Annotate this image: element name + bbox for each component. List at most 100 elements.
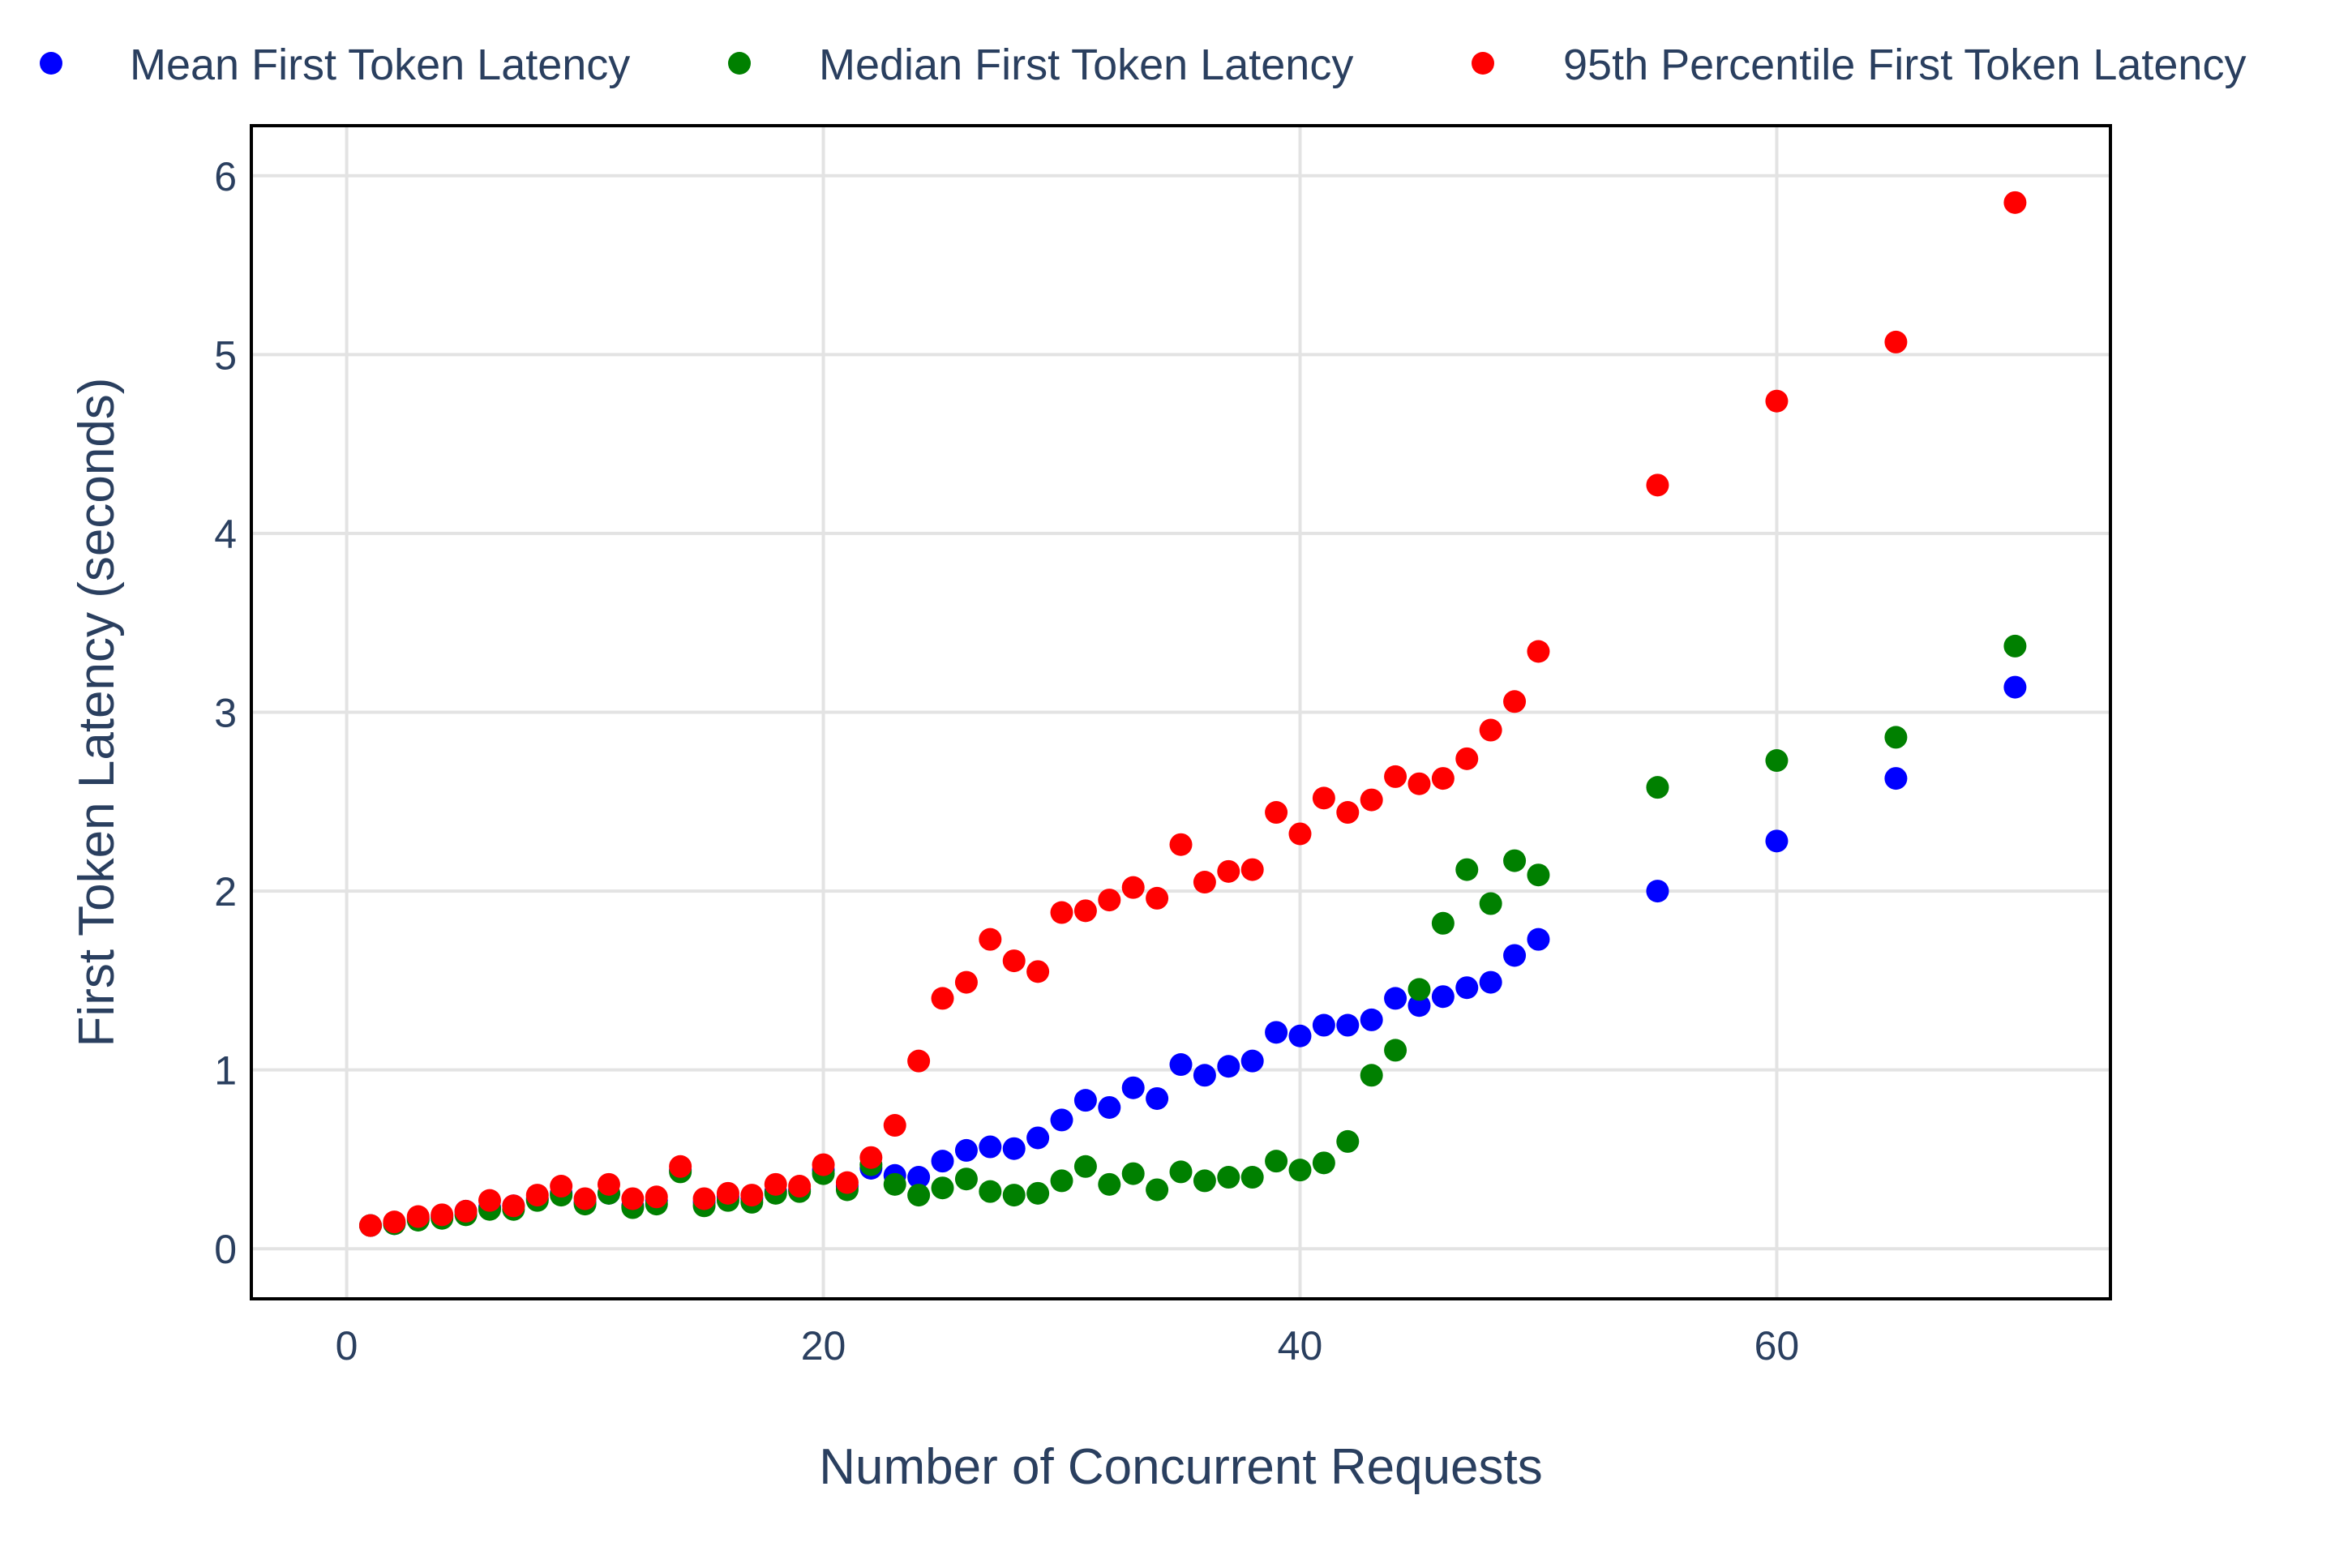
- legend-label: 95th Percentile First Token Latency: [1563, 41, 2246, 89]
- data-point: [1288, 1159, 1312, 1182]
- data-point: [1431, 985, 1455, 1009]
- data-point: [979, 928, 1002, 951]
- data-point: [454, 1199, 478, 1223]
- data-point: [1384, 987, 1407, 1010]
- data-point: [812, 1153, 835, 1176]
- data-point: [1407, 994, 1431, 1017]
- x-tick-label: 60: [1754, 1323, 1800, 1369]
- data-point: [1217, 1166, 1240, 1189]
- data-point: [907, 1184, 931, 1207]
- data-point: [788, 1175, 812, 1198]
- data-point: [1193, 1169, 1216, 1193]
- data-point: [883, 1114, 906, 1137]
- data-point: [931, 987, 954, 1010]
- data-point: [1169, 833, 1193, 856]
- data-point: [525, 1184, 549, 1207]
- data-point: [1455, 976, 1479, 1000]
- data-point: [1312, 1151, 1335, 1175]
- data-point: [979, 1180, 1002, 1203]
- data-point: [1217, 1055, 1240, 1078]
- data-points: [358, 191, 2027, 1237]
- data-point: [740, 1184, 764, 1207]
- data-point: [1646, 776, 1669, 799]
- legend-marker: [40, 52, 62, 75]
- data-point: [1265, 801, 1288, 825]
- data-point: [1336, 1129, 1360, 1153]
- y-tick-label: 1: [214, 1048, 237, 1094]
- data-point: [954, 1138, 978, 1162]
- data-point: [1146, 1086, 1169, 1110]
- data-point: [2003, 634, 2027, 658]
- data-point: [1527, 640, 1550, 663]
- data-point: [1050, 1169, 1073, 1193]
- data-point: [1265, 1150, 1288, 1173]
- data-point: [573, 1187, 597, 1210]
- data-point: [1527, 863, 1550, 887]
- data-point: [1217, 859, 1240, 883]
- data-point: [1026, 1126, 1050, 1150]
- data-point: [954, 1167, 978, 1191]
- data-point: [1646, 473, 1669, 497]
- data-point: [1479, 892, 1502, 915]
- data-point: [1527, 928, 1550, 951]
- data-point: [1002, 949, 1026, 973]
- tick-labels: 0 20 40 60 0 1 2 3 4 5 6: [214, 154, 1799, 1369]
- data-point: [1360, 788, 1383, 812]
- data-point: [1169, 1160, 1193, 1184]
- y-tick-label: 4: [214, 512, 237, 557]
- y-tick-label: 3: [214, 691, 237, 736]
- data-point: [1050, 1108, 1073, 1132]
- data-point: [597, 1172, 620, 1196]
- data-point: [979, 1135, 1002, 1159]
- data-point: [1884, 726, 1908, 749]
- data-point: [835, 1171, 859, 1194]
- data-point: [1407, 772, 1431, 795]
- data-point: [1312, 1013, 1335, 1037]
- data-point: [1026, 960, 1050, 983]
- data-point: [1384, 1039, 1407, 1062]
- y-tick-label: 5: [214, 332, 237, 378]
- data-point: [358, 1214, 382, 1237]
- x-tick-label: 0: [336, 1323, 358, 1369]
- data-point: [1884, 767, 1908, 790]
- data-point: [1336, 1013, 1360, 1037]
- y-axis-title: First Token Latency (seconds): [69, 378, 125, 1047]
- data-point: [907, 1049, 931, 1073]
- data-point: [1002, 1184, 1026, 1207]
- data-point: [1431, 911, 1455, 935]
- legend-label: Median First Token Latency: [819, 41, 1353, 89]
- gridlines: [253, 127, 2109, 1297]
- data-point: [907, 1166, 931, 1189]
- data-point: [1098, 1095, 1121, 1119]
- data-point: [478, 1189, 501, 1212]
- data-point: [1312, 786, 1335, 810]
- data-point: [1336, 801, 1360, 825]
- data-point: [1431, 767, 1455, 790]
- data-point: [621, 1187, 645, 1210]
- data-point: [764, 1172, 787, 1196]
- data-point: [954, 970, 978, 994]
- data-point: [669, 1155, 692, 1178]
- data-point: [931, 1150, 954, 1173]
- data-point: [1002, 1137, 1026, 1160]
- data-point: [1098, 889, 1121, 912]
- y-tick-label: 2: [214, 869, 237, 915]
- data-point: [1646, 880, 1669, 903]
- data-point: [1360, 1064, 1383, 1087]
- data-point: [1073, 1089, 1097, 1112]
- data-point: [1121, 1076, 1145, 1099]
- x-tick-label: 40: [1278, 1323, 1323, 1369]
- y-tick-label: 0: [214, 1227, 237, 1272]
- data-point: [931, 1176, 954, 1200]
- data-point: [1073, 899, 1097, 923]
- legend-item: Mean First Token Latency: [40, 41, 630, 89]
- data-point: [1503, 944, 1527, 967]
- legend-item: Median First Token Latency: [728, 41, 1353, 89]
- data-point: [1026, 1181, 1050, 1205]
- plot-frame: [250, 124, 2112, 1300]
- legend-marker: [1472, 52, 1494, 75]
- data-point: [550, 1175, 573, 1198]
- data-point: [406, 1205, 430, 1228]
- data-point: [1765, 389, 1789, 413]
